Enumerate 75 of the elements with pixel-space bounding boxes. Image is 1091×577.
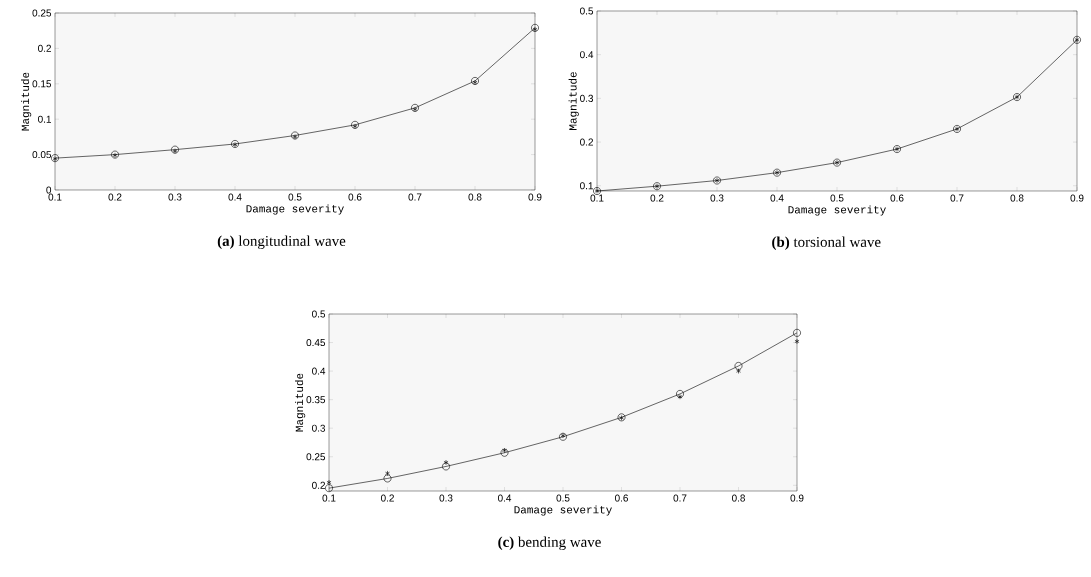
point [411, 103, 419, 112]
point [500, 448, 509, 457]
y-tick-label: 0.25 [306, 453, 326, 461]
point [172, 148, 178, 154]
y-tick-label: 0.2 [38, 44, 51, 52]
x-tick-label: 0.8 [731, 494, 745, 502]
y-tick-label: 0.25 [32, 9, 52, 17]
x-axis-title: Damage severity [788, 205, 886, 216]
text: (a) longitudinal wave [217, 235, 346, 250]
point [502, 447, 507, 454]
x-tick-label: 0.2 [108, 193, 122, 201]
y-tick-label: 0.05 [32, 151, 52, 159]
point [677, 394, 683, 400]
y-axis-title: Magnitude [568, 72, 579, 130]
y-tick-label: 0.2 [312, 481, 325, 489]
x-tick-label: 0.2 [650, 194, 664, 202]
x-tick-label: 0.8 [1010, 194, 1024, 202]
y-tick-label: 0.45 [306, 339, 326, 347]
x-tick-label: 0.7 [408, 193, 422, 201]
y-tick-label: 0.3 [580, 94, 594, 102]
y-tick-label: 0.1 [38, 115, 51, 123]
point [442, 462, 450, 471]
x-tick-label: 0.6 [890, 194, 904, 202]
point [171, 145, 179, 154]
x-tick-label: 0.7 [673, 494, 687, 502]
x-tick-label: 0.1 [322, 494, 336, 502]
point [794, 338, 800, 345]
x-tick-label: 0.5 [556, 494, 570, 502]
point [351, 120, 359, 129]
x-tick-label: 0.7 [950, 194, 964, 202]
x-tick-label: 0.6 [348, 193, 362, 201]
y-axis-title: Magnitude [21, 72, 32, 131]
point [793, 328, 801, 337]
y-tick-label: 0.4 [312, 367, 326, 375]
x-tick-label: 0.4 [228, 193, 242, 201]
point [325, 484, 333, 493]
x-tick-label: 0.3 [168, 193, 182, 201]
x-tick-label: 0.6 [614, 494, 628, 502]
y-tick-label: 0.4 [580, 51, 594, 59]
x-tick-label: 0.4 [497, 494, 512, 502]
x-tick-label: 0.9 [790, 494, 804, 502]
point [676, 390, 684, 398]
y-tick-label: 0.15 [32, 80, 52, 88]
point [736, 368, 741, 374]
x-tick-label: 0.9 [1070, 194, 1084, 202]
x-axis-title: Damage severity [246, 204, 344, 215]
y-tick-label: 0.2 [580, 138, 593, 146]
x-tick-label: 0.3 [439, 494, 453, 502]
x-tick-label: 0.1 [48, 193, 62, 201]
point [326, 479, 332, 486]
y-tick-label: 0.5 [312, 310, 326, 318]
y-tick-label: 0.5 [580, 7, 594, 15]
point [385, 470, 390, 476]
point [352, 123, 358, 129]
point [383, 474, 392, 483]
text: (c) bending wave [498, 536, 601, 551]
y-tick-label: 0.1 [580, 182, 594, 190]
x-tick-label: 0.1 [590, 194, 604, 202]
x-tick-label: 0.2 [380, 494, 394, 502]
y-tick-label: 0 [46, 186, 52, 194]
x-tick-label: 0.3 [710, 194, 724, 202]
y-tick-label: 0.3 [312, 424, 326, 432]
point [291, 131, 299, 140]
x-tick-label: 0.5 [288, 193, 302, 201]
text: (b) torsional wave [772, 236, 881, 251]
point [734, 362, 743, 370]
x-tick-label: 0.9 [528, 193, 542, 201]
y-tick-label: 0.35 [306, 396, 326, 404]
x-tick-label: 0.8 [468, 193, 482, 201]
x-tick-label: 0.5 [830, 194, 844, 202]
point [292, 134, 298, 140]
x-axis-title: Damage severity [514, 505, 612, 516]
y-axis-title: Magnitude [295, 373, 306, 432]
x-tick-label: 0.4 [770, 194, 784, 202]
point [412, 106, 418, 112]
